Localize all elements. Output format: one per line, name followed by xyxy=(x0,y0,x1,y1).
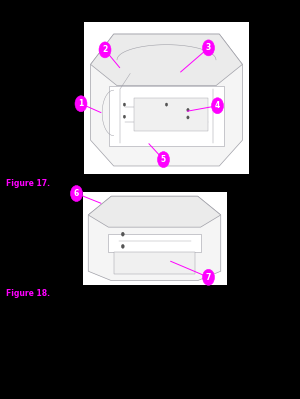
Circle shape xyxy=(123,115,126,118)
Polygon shape xyxy=(108,234,201,253)
Polygon shape xyxy=(91,34,242,166)
Text: Figure 17.: Figure 17. xyxy=(6,178,50,188)
Text: 2: 2 xyxy=(102,45,108,54)
Bar xyxy=(82,192,226,285)
Circle shape xyxy=(212,98,224,114)
Text: 1: 1 xyxy=(78,99,84,108)
Bar xyxy=(84,22,249,174)
Circle shape xyxy=(202,40,214,56)
Circle shape xyxy=(70,186,83,201)
Circle shape xyxy=(99,42,111,58)
Polygon shape xyxy=(91,34,242,86)
Circle shape xyxy=(202,269,214,285)
Text: Figure 18.: Figure 18. xyxy=(6,289,50,298)
Text: 6: 6 xyxy=(74,189,79,198)
Circle shape xyxy=(121,232,124,236)
Text: 4: 4 xyxy=(215,101,220,110)
Circle shape xyxy=(158,152,169,168)
Polygon shape xyxy=(109,86,224,146)
Circle shape xyxy=(75,96,87,112)
Text: 7: 7 xyxy=(206,273,211,282)
Circle shape xyxy=(187,108,189,111)
Polygon shape xyxy=(88,196,221,280)
Circle shape xyxy=(123,103,126,106)
Circle shape xyxy=(165,103,168,106)
Circle shape xyxy=(187,116,189,119)
Polygon shape xyxy=(88,196,221,227)
Circle shape xyxy=(121,244,124,248)
Polygon shape xyxy=(114,253,195,274)
Text: 3: 3 xyxy=(206,43,211,52)
Text: 5: 5 xyxy=(161,155,166,164)
Polygon shape xyxy=(134,98,208,131)
